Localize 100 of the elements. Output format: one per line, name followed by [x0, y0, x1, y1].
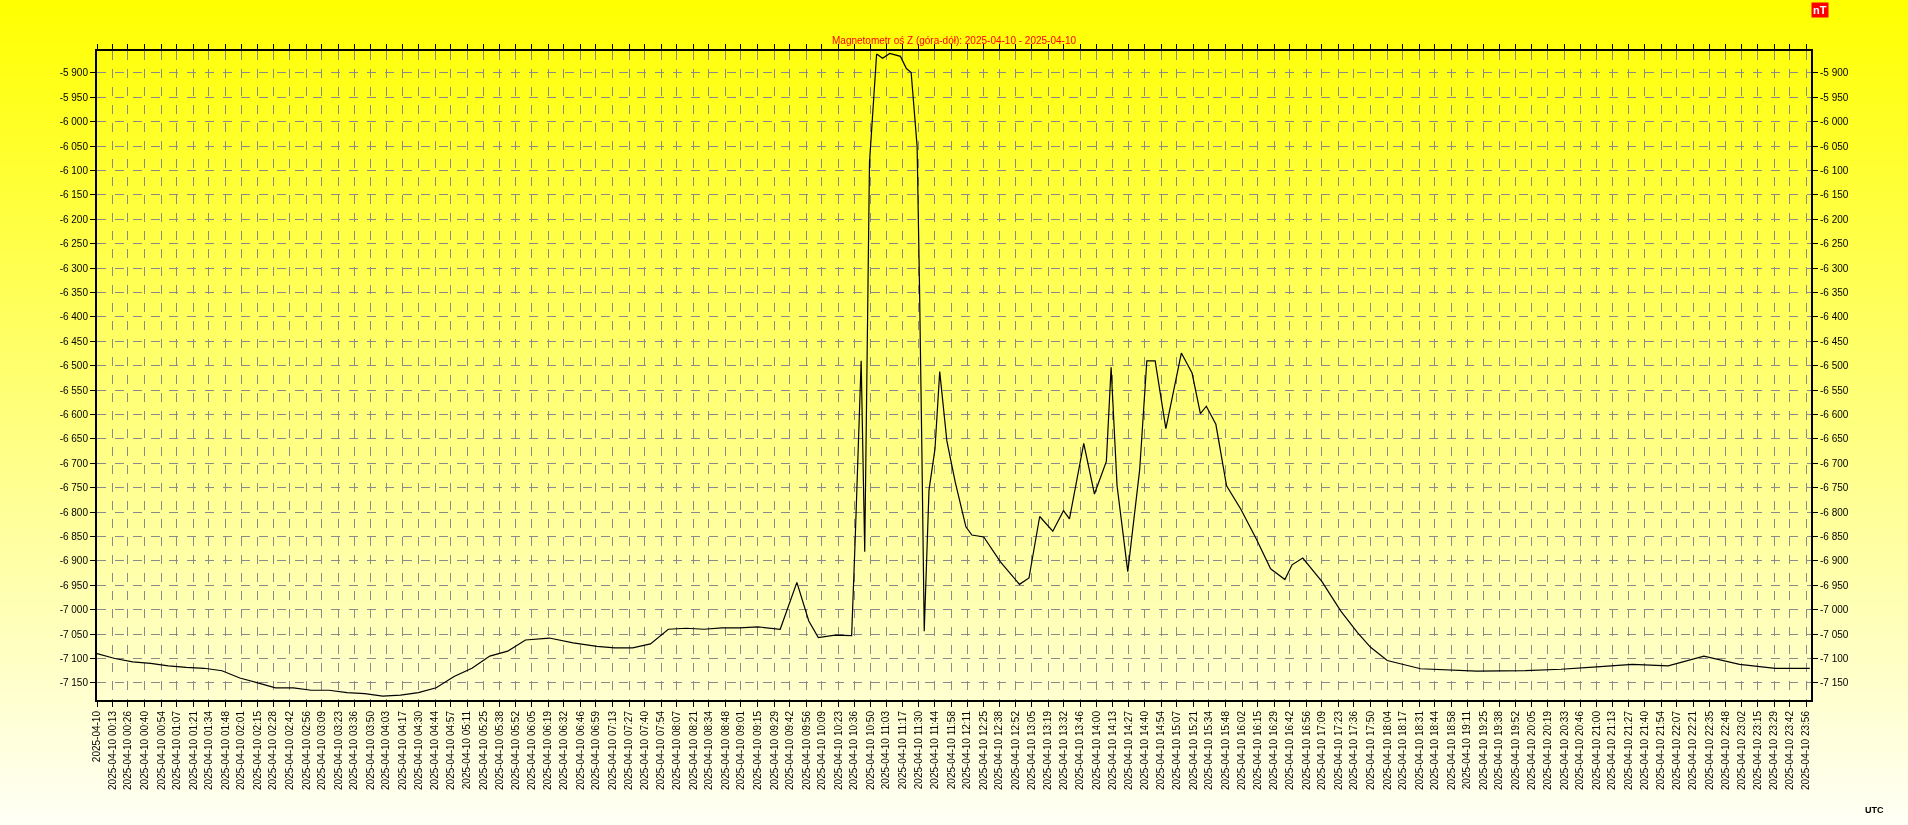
- y-tick-label: -5 900: [59, 67, 89, 79]
- x-tick-label: 2025-04-10 02:01: [235, 710, 247, 790]
- x-tick-label: 2025-04-10 00:54: [155, 710, 167, 790]
- x-tick-label: 2025-04-10 02:42: [284, 710, 296, 790]
- x-tick-label: 2025-04-10 10:50: [864, 710, 876, 790]
- x-tick-label: 2025-04-10 06:19: [542, 710, 554, 790]
- x-tick-label: 2025-04-10 03:50: [365, 710, 377, 790]
- x-tick-label: 2025-04-10 06:32: [557, 710, 569, 790]
- x-tick-label: 2025-04-10 07:27: [623, 710, 635, 790]
- x-tick-label: 2025-04-10 11:58: [945, 710, 957, 790]
- x-tick-label: 2025-04-10 14:54: [1155, 710, 1167, 790]
- y-tick-label: -7 100: [59, 653, 89, 665]
- x-axis-title: UTC: [1865, 805, 1884, 815]
- x-tick-label: 2025-04-10 08:07: [670, 710, 682, 790]
- x-tick-label: 2025-04-10 16:56: [1300, 710, 1312, 790]
- x-tick-label: 2025-04-10 15:21: [1187, 710, 1199, 790]
- y2-tick-label: -6 150: [1820, 189, 1849, 201]
- y-tick-label: -6 450: [59, 335, 89, 347]
- y-tick-label: -7 150: [59, 677, 89, 689]
- x-tick-label: 2025-04-10 21:13: [1606, 710, 1618, 790]
- y-tick-label: -6 400: [59, 311, 89, 323]
- x-tick-label: 2025-04-10 00:26: [122, 710, 134, 790]
- x-tick-label: 2025-04-10 12:11: [961, 710, 973, 790]
- line-series: [97, 52, 1811, 697]
- x-tick-label: 2025-04-10 17:23: [1332, 710, 1344, 790]
- x-tick-label: 2025-04-10 16:15: [1251, 710, 1263, 790]
- x-tick-label: 2025-04-10 09:29: [768, 710, 780, 790]
- y2-tick-label: -5 900: [1820, 67, 1849, 79]
- x-tick-label: 2025-04-10 14:27: [1123, 710, 1135, 790]
- x-tick-label: 2025-04-10 20:19: [1542, 710, 1554, 790]
- y-tick-label: -6 000: [59, 116, 89, 128]
- x-tick-label: 2025-04-10 17:09: [1316, 710, 1328, 790]
- y-tick-label: -5 950: [59, 91, 89, 103]
- x-tick-label: 2025-04-10 04:44: [429, 710, 441, 790]
- y2-tick-label: -6 400: [1820, 311, 1849, 323]
- x-tick-label: 2025-04-10: [91, 710, 103, 763]
- x-tick-label: 2025-04-10 22:35: [1704, 710, 1716, 790]
- x-tick-label: 2025-04-10 19:38: [1493, 710, 1505, 790]
- x-tick-label: 2025-04-10 21:00: [1591, 710, 1602, 790]
- x-tick-label: 2025-04-10 05:25: [478, 710, 490, 790]
- x-tick-label: 2025-04-10 11:03: [880, 710, 892, 790]
- x-tick-label: 2025-04-10 14:13: [1106, 710, 1118, 790]
- y2-tick-label: -6 500: [1820, 360, 1849, 372]
- y-tick-label: -6 700: [59, 457, 89, 469]
- y-tick-label: -6 250: [59, 238, 89, 250]
- x-tick-label: 2025-04-10 05:52: [510, 710, 522, 790]
- y2-tick-label: -7 150: [1820, 677, 1849, 689]
- y2-axis-title: nT: [1813, 4, 1827, 16]
- x-tick-label: 2025-04-10 18:44: [1429, 710, 1441, 790]
- x-tick-label: 2025-04-10 02:28: [267, 710, 279, 790]
- y-tick-label: -6 550: [59, 384, 89, 396]
- x-tick-label: 2025-04-10 09:15: [751, 710, 763, 790]
- x-tick-label: 2025-04-10 02:15: [251, 710, 263, 790]
- y-tick-label: -6 900: [59, 555, 89, 567]
- x-tick-label: 2025-04-10 08:48: [719, 710, 731, 790]
- x-tick-label: 2025-04-10 07:54: [655, 710, 667, 790]
- x-tick-label: 2025-04-10 22:48: [1719, 710, 1731, 790]
- x-tick-label: 2025-04-10 06:59: [589, 710, 601, 790]
- x-tick-label: 2025-04-10 11:17: [897, 710, 909, 790]
- x-tick-label: 2025-04-10 17:50: [1364, 710, 1376, 790]
- y-tick-label: -6 200: [59, 213, 89, 225]
- x-tick-label: 2025-04-10 16:42: [1283, 710, 1295, 790]
- y2-tick-label: -6 900: [1820, 555, 1849, 567]
- x-tick-label: 2025-04-10 16:02: [1236, 710, 1248, 790]
- x-tick-label: 2025-04-10 09:56: [800, 710, 812, 790]
- x-tick-label: 2025-04-10 11:30: [912, 710, 924, 790]
- x-tick-label: 2025-04-10 09:01: [735, 710, 747, 790]
- x-tick-label: 2025-04-10 04:30: [412, 710, 424, 790]
- x-tick-label: 2025-04-10 23:29: [1768, 710, 1780, 790]
- y2-tick-label: -6 000: [1820, 116, 1849, 128]
- x-tick-label: 2025-04-10 06:46: [574, 710, 586, 790]
- y2-tick-label: -6 800: [1820, 506, 1849, 518]
- x-tick-label: 2025-04-10 08:34: [703, 710, 715, 790]
- x-tick-label: 2025-04-10 03:23: [332, 710, 344, 790]
- y-tick-label: -6 300: [59, 262, 89, 274]
- x-tick-label: 2025-04-10 22:21: [1687, 710, 1699, 790]
- y-tick-label: -6 500: [59, 360, 89, 372]
- y-tick-label: -6 050: [59, 140, 89, 152]
- y-tick-label: -7 050: [59, 628, 89, 640]
- x-tick-label: 2025-04-10 00:13: [106, 710, 118, 790]
- x-tick-label: 2025-04-10 04:17: [397, 710, 409, 790]
- x-tick-label: 2025-04-10 06:05: [525, 710, 537, 790]
- y-tick-label: -6 350: [59, 287, 89, 299]
- x-tick-label: 2025-04-10 19:52: [1510, 710, 1522, 790]
- x-tick-label: 2025-04-10 18:17: [1396, 710, 1408, 790]
- y2-tick-label: -6 650: [1820, 433, 1849, 445]
- x-tick-label: 2025-04-10 18:31: [1413, 710, 1425, 790]
- x-tick-label: 2025-04-10 01:21: [187, 710, 199, 790]
- y2-tick-label: -6 600: [1820, 409, 1849, 421]
- x-tick-label: 2025-04-10 04:57: [444, 710, 456, 790]
- x-tick-label: 2025-04-10 20:05: [1525, 710, 1537, 790]
- x-tick-label: 2025-04-10 11:44: [929, 710, 941, 790]
- x-tick-label: 2025-04-10 00:40: [138, 710, 150, 790]
- x-tick-label: 2025-04-10 09:42: [783, 710, 795, 790]
- y2-tick-label: -6 550: [1820, 384, 1849, 396]
- x-tick-label: 2025-04-10 12:25: [978, 710, 990, 790]
- x-tick-label: 2025-04-10 18:04: [1381, 710, 1393, 790]
- x-tick-label: 2025-04-10 13:19: [1042, 710, 1054, 790]
- y2-tick-label: -6 050: [1820, 140, 1849, 152]
- x-tick-label: 2025-04-10 01:34: [203, 710, 215, 790]
